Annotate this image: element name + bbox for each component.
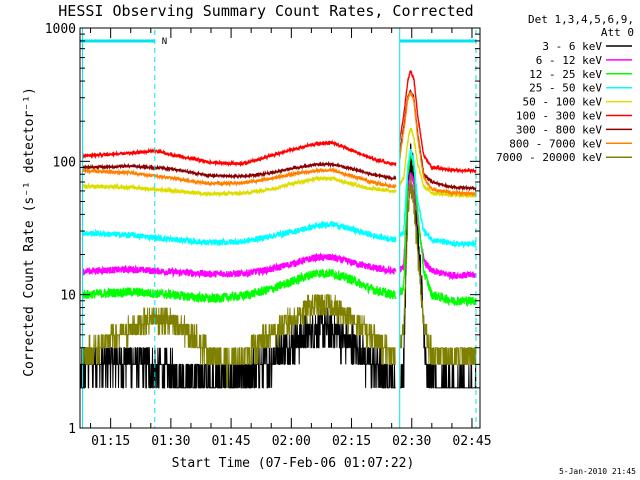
x-tick-label-5: 02:30 [392,434,431,449]
x-tick-label-0: 01:15 [91,434,130,449]
series-line-5 [81,69,477,175]
y-tick-label-1: 10 [60,289,76,304]
x-axis: 01:15 01:30 01:45 02:00 02:15 02:30 02:45 [90,28,492,449]
plot-frame [79,27,481,429]
legend-label-5: 100 - 300 keV [516,110,602,123]
plot-series-group [80,69,477,389]
series-line-4 [82,127,477,200]
date-stamp: 5-Jan-2010 21:45 [559,467,636,476]
legend-label-8: 7000 - 20000 keV [496,151,602,164]
x-tick-label-2: 01:45 [212,434,251,449]
series-line-7 [81,91,477,198]
x-tick-label-4: 02:15 [332,434,371,449]
x-tick-label-6: 02:45 [452,434,491,449]
x-tick-label-3: 02:00 [272,434,311,449]
chart-title: HESSI Observing Summary Count Rates, Cor… [58,2,473,20]
legend-label-4: 50 - 100 keV [523,96,603,109]
series-line-8 [82,175,477,388]
legend-label-2: 12 - 25 keV [529,68,602,81]
x-tick-label-1: 01:30 [151,434,190,449]
legend-label-1: 6 - 12 keV [536,54,603,67]
legend-header-line-2: Att 0 [601,26,634,39]
series-line-3 [81,148,477,250]
legend-label-6: 300 - 800 keV [516,123,602,136]
y-tick-label-0: 1 [68,422,76,437]
plot-annotations-group: N [80,28,477,428]
y-axis: 1 10 100 1000 [45,22,480,437]
night-label: N [162,37,167,47]
legend-label-3: 25 - 50 keV [529,82,602,95]
y-axis-label: Corrected Count Rate (s⁻¹ detector⁻¹) [22,87,37,377]
legend-label-7: 800 - 7000 keV [509,137,602,150]
legend-header-line-1: Det 1,3,4,5,6,9, [528,13,634,26]
y-tick-label-2: 100 [53,155,76,170]
y-tick-label-3: 1000 [45,22,76,37]
x-axis-label: Start Time (07-Feb-06 01:07:22) [172,456,415,471]
legend-label-0: 3 - 6 keV [542,40,602,53]
series-line-1 [81,171,477,281]
